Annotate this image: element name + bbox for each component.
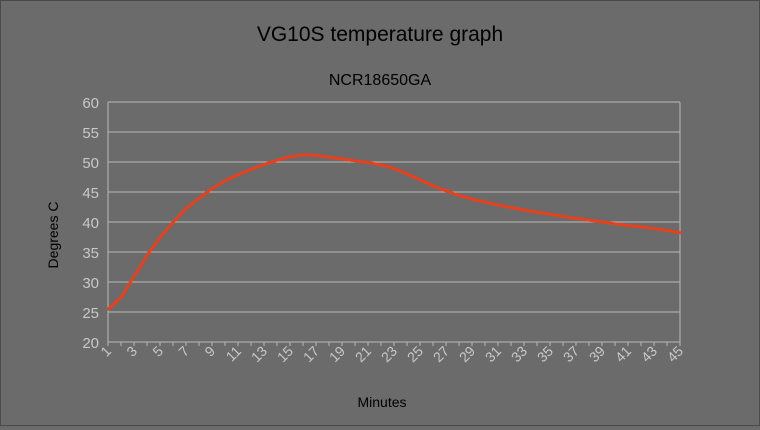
series (106, 153, 682, 311)
y-tick-label: 20 (82, 335, 99, 352)
x-tick-label: 15 (274, 343, 296, 365)
y-axis-label: Degrees C (45, 202, 61, 269)
x-tick-label: 43 (638, 343, 660, 365)
x-tick-label: 25 (404, 343, 426, 365)
x-tick-label: 17 (300, 343, 322, 365)
y-tick-label: 25 (82, 305, 99, 322)
x-tick-label: 21 (352, 343, 374, 365)
y-tick-label: 60 (82, 95, 99, 112)
x-tick-label: 33 (508, 343, 530, 365)
y-tick-label: 45 (82, 185, 99, 202)
x-tick-label: 23 (378, 343, 400, 365)
chart-title: VG10S temperature graph (257, 23, 503, 46)
gridlines (108, 101, 680, 343)
x-tick-label: 45 (664, 343, 686, 365)
x-tick-label: 1 (97, 343, 114, 360)
x-tick-label: 3 (123, 343, 140, 360)
x-tick-label: 41 (612, 343, 634, 365)
series-line-temperature (106, 153, 682, 311)
x-tick-label: 39 (586, 343, 608, 365)
x-tick-label: 19 (326, 343, 348, 365)
x-tick-label: 9 (201, 343, 218, 360)
x-tick-label: 13 (248, 343, 270, 365)
y-tick-label: 40 (82, 215, 99, 232)
chart-subtitle: NCR18650GA (329, 72, 432, 89)
x-tick-label: 37 (560, 343, 582, 365)
x-axis-label: Minutes (357, 394, 406, 410)
x-tick-labels: 1 3 5 7 9 11 13 15 17 19 21 23 25 27 29 31 33 35 37 39 41 43 4… (97, 343, 686, 365)
x-tick-label: 11 (223, 343, 245, 365)
x-tick-label: 35 (534, 343, 556, 365)
x-tick-label: 31 (482, 343, 504, 365)
x-tick-label: 7 (175, 343, 192, 360)
x-tick-label: 27 (430, 343, 452, 365)
y-tick-label: 35 (82, 245, 99, 262)
x-tick-label: 5 (149, 343, 166, 360)
x-tick-label: 29 (456, 343, 478, 365)
y-tick-label: 50 (82, 155, 99, 172)
y-tick-label: 30 (82, 275, 99, 292)
axes (107, 102, 681, 346)
y-tick-label: 55 (82, 125, 99, 142)
y-tick-labels: 20 25 30 35 40 45 50 55 60 (82, 95, 99, 352)
